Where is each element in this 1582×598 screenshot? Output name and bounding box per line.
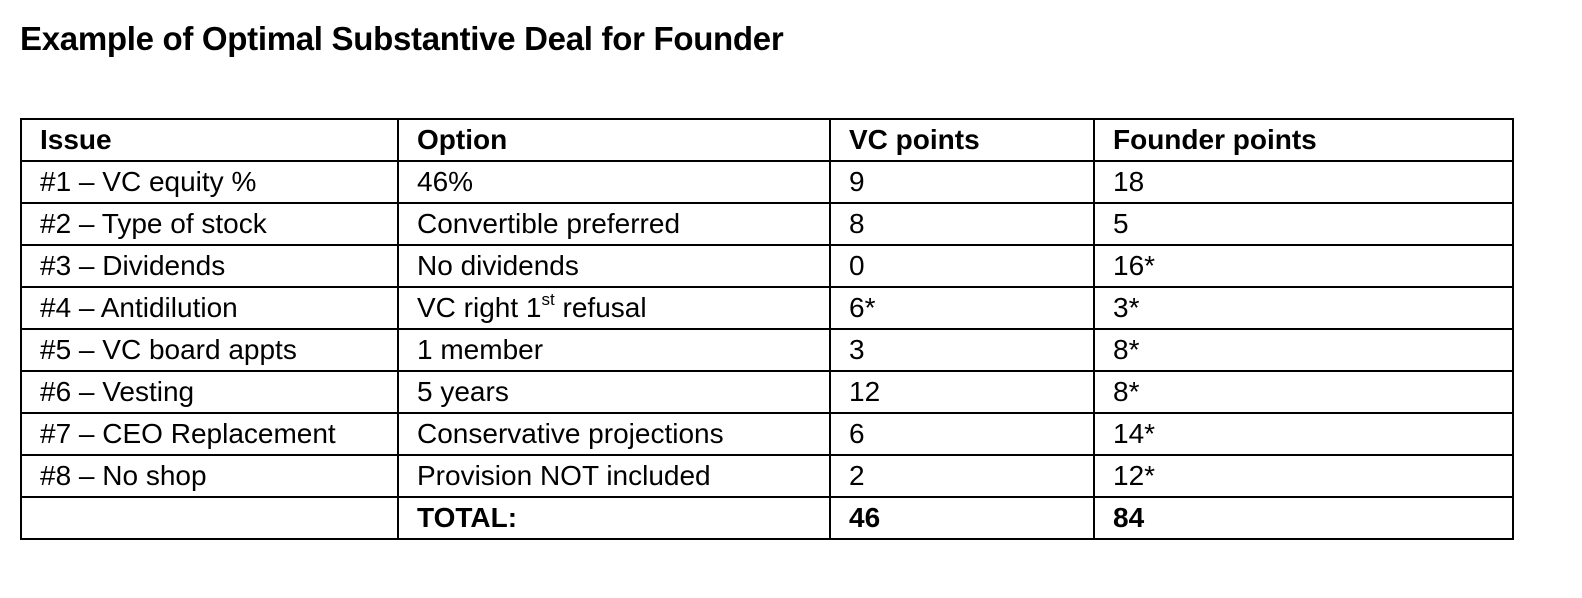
option-cell: 5 years: [397, 370, 831, 414]
issue-cell: #4 – Antidilution: [20, 286, 399, 330]
vc-points-cell: 3: [829, 328, 1095, 372]
vc-points-cell: 2: [829, 454, 1095, 498]
vc-points-cell: 0: [829, 244, 1095, 288]
option-text: VC right 1: [417, 292, 542, 323]
header-founder-points: Founder points: [1093, 118, 1514, 162]
issue-cell: #1 – VC equity %: [20, 160, 399, 204]
header-vc-points: VC points: [829, 118, 1095, 162]
issue-cell: #2 – Type of stock: [20, 202, 399, 246]
founder-points-cell: 14*: [1093, 412, 1514, 456]
table-row: #7 – CEO Replacement Conservative projec…: [20, 412, 1514, 456]
issue-cell: #7 – CEO Replacement: [20, 412, 399, 456]
issue-cell: #5 – VC board appts: [20, 328, 399, 372]
table-row: #2 – Type of stock Convertible preferred…: [20, 202, 1514, 246]
option-cell: 46%: [397, 160, 831, 204]
founder-points-cell: 18: [1093, 160, 1514, 204]
issue-cell: #3 – Dividends: [20, 244, 399, 288]
total-row: TOTAL: 46 84: [20, 496, 1514, 540]
total-vc-points: 46: [829, 496, 1095, 540]
issue-cell: #6 – Vesting: [20, 370, 399, 414]
total-label: TOTAL:: [397, 496, 831, 540]
option-cell: VC right 1st refusal: [397, 286, 831, 330]
table-row: #5 – VC board appts 1 member 3 8*: [20, 328, 1514, 372]
table-row: #4 – Antidilution VC right 1st refusal 6…: [20, 286, 1514, 330]
option-cell: Conservative projections: [397, 412, 831, 456]
vc-points-cell: 8: [829, 202, 1095, 246]
option-cell: 1 member: [397, 328, 831, 372]
founder-points-cell: 8*: [1093, 328, 1514, 372]
vc-points-cell: 6: [829, 412, 1095, 456]
deal-table: Issue Option VC points Founder points #1…: [20, 118, 1514, 540]
header-option: Option: [397, 118, 831, 162]
option-cell: Provision NOT included: [397, 454, 831, 498]
table-row: #8 – No shop Provision NOT included 2 12…: [20, 454, 1514, 498]
page-title: Example of Optimal Substantive Deal for …: [20, 20, 784, 57]
header-issue: Issue: [20, 118, 399, 162]
total-founder-points: 84: [1093, 496, 1514, 540]
option-superscript: st: [541, 290, 555, 309]
founder-points-cell: 12*: [1093, 454, 1514, 498]
option-cell: No dividends: [397, 244, 831, 288]
issue-cell: #8 – No shop: [20, 454, 399, 498]
option-cell: Convertible preferred: [397, 202, 831, 246]
vc-points-cell: 12: [829, 370, 1095, 414]
founder-points-cell: 5: [1093, 202, 1514, 246]
founder-points-cell: 8*: [1093, 370, 1514, 414]
option-text-end: refusal: [554, 292, 647, 323]
total-issue-cell: [20, 496, 399, 540]
table-row: #1 – VC equity % 46% 9 18: [20, 160, 1514, 204]
table-header-row: Issue Option VC points Founder points: [20, 118, 1514, 162]
founder-points-cell: 16*: [1093, 244, 1514, 288]
founder-points-cell: 3*: [1093, 286, 1514, 330]
table-row: #3 – Dividends No dividends 0 16*: [20, 244, 1514, 288]
vc-points-cell: 9: [829, 160, 1095, 204]
table-row: #6 – Vesting 5 years 12 8*: [20, 370, 1514, 414]
vc-points-cell: 6*: [829, 286, 1095, 330]
